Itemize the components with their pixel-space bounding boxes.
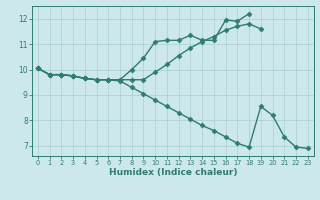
X-axis label: Humidex (Indice chaleur): Humidex (Indice chaleur) bbox=[108, 168, 237, 177]
